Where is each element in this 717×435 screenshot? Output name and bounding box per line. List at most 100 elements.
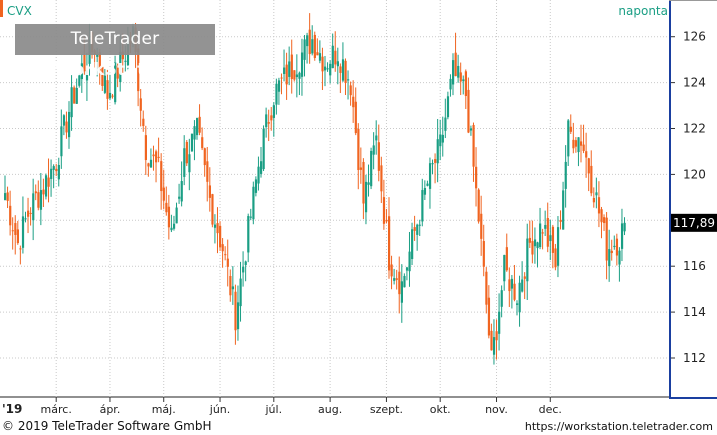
- candle-body: [185, 141, 188, 164]
- candle-body: [459, 72, 462, 82]
- candle-body: [101, 66, 104, 86]
- candle-body: [457, 65, 460, 78]
- candle-body: [124, 60, 127, 62]
- candle-body: [111, 95, 114, 97]
- candle-body: [39, 190, 43, 210]
- candle-body: [44, 175, 48, 197]
- price-label-text: 117,89: [673, 216, 715, 230]
- candle-body: [83, 54, 86, 72]
- candle-body: [480, 213, 483, 239]
- candle-body: [198, 116, 201, 133]
- candle-body: [157, 156, 160, 158]
- candle-body: [152, 154, 155, 157]
- candle-body: [403, 275, 406, 288]
- candle-body: [306, 35, 309, 47]
- candle-body: [526, 238, 529, 282]
- candle-body: [587, 158, 590, 174]
- candle-body: [505, 247, 508, 271]
- y-tick-label: 114: [683, 305, 706, 319]
- candle-body: [19, 248, 22, 250]
- candle-body: [277, 80, 281, 92]
- candle-body: [559, 219, 562, 222]
- x-tick-label: jún.: [209, 403, 231, 416]
- candle-body: [42, 189, 45, 195]
- candle-body: [477, 189, 480, 222]
- candle-body: [354, 101, 357, 134]
- candle-body: [226, 258, 229, 267]
- x-tick-label: dec.: [539, 403, 562, 416]
- candle-body: [472, 124, 475, 167]
- candle-body: [65, 121, 68, 133]
- candles-group: [4, 13, 626, 365]
- candle-body: [116, 65, 119, 79]
- y-axis-line: [669, 0, 671, 397]
- candle-body: [541, 232, 544, 234]
- candle-body: [85, 70, 89, 81]
- candle-body: [495, 331, 498, 341]
- candle-body: [436, 139, 439, 164]
- candle-body: [600, 209, 603, 223]
- candle-body: [172, 223, 176, 229]
- candle-body: [257, 166, 260, 184]
- candle-body: [564, 161, 567, 189]
- candle-body: [531, 241, 534, 255]
- candle-body: [577, 137, 580, 153]
- candle-body: [441, 134, 444, 143]
- candle-body: [262, 128, 265, 170]
- candle-body: [334, 50, 337, 65]
- candle-body: [347, 79, 350, 81]
- candle-body: [444, 117, 447, 131]
- candle-body: [231, 286, 235, 290]
- candle-body: [229, 275, 232, 296]
- candle-body: [385, 220, 388, 222]
- candle-body: [280, 77, 283, 79]
- candle-body: [582, 144, 585, 151]
- candle-body: [270, 115, 273, 121]
- candle-body: [298, 72, 301, 79]
- x-tick-label: nov.: [485, 403, 508, 416]
- candle-body: [608, 249, 611, 267]
- candle-body: [462, 79, 465, 82]
- candle-body: [108, 92, 112, 99]
- candle-body: [80, 63, 83, 80]
- candle-body: [377, 142, 380, 171]
- candle-body: [508, 279, 511, 292]
- candle-body: [6, 192, 9, 201]
- candle-body: [162, 187, 165, 201]
- candle-body: [516, 303, 519, 305]
- candle-body: [485, 271, 488, 305]
- candle-body: [610, 250, 613, 254]
- candle-body: [467, 89, 470, 133]
- candle-body: [523, 276, 526, 279]
- candle-body: [247, 216, 250, 253]
- candle-body: [372, 145, 375, 155]
- candle-body: [475, 166, 478, 189]
- candle-body: [311, 39, 314, 54]
- candle-body: [193, 126, 196, 140]
- x-tick-label: márc.: [41, 403, 72, 416]
- candle-body: [551, 226, 555, 253]
- candle-body: [446, 96, 450, 118]
- candle-body: [14, 223, 17, 235]
- candle-body: [518, 282, 521, 313]
- candle-body: [620, 223, 624, 249]
- candle-body: [528, 237, 531, 243]
- candle-body: [139, 98, 142, 111]
- x-tick-label: máj.: [152, 403, 176, 416]
- candle-body: [326, 68, 329, 70]
- candle-body: [603, 217, 606, 224]
- candle-body: [236, 302, 240, 330]
- candle-body: [556, 227, 560, 266]
- candle-body: [60, 126, 63, 157]
- candle-body: [203, 148, 206, 166]
- candle-body: [321, 56, 324, 72]
- candle-body: [290, 54, 293, 80]
- candle-body: [165, 202, 168, 213]
- symbol-accent-mark: [0, 0, 3, 17]
- candle-body: [32, 193, 35, 221]
- candle-body: [300, 52, 304, 77]
- candle-body: [316, 52, 319, 56]
- candle-body: [73, 87, 76, 104]
- candle-body: [554, 248, 557, 268]
- candle-body: [167, 206, 171, 228]
